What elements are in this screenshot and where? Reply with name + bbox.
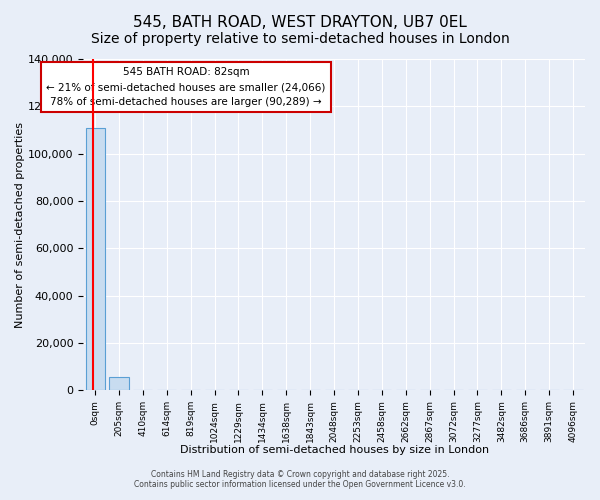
- Bar: [109, 378, 128, 390]
- Y-axis label: Number of semi-detached properties: Number of semi-detached properties: [15, 122, 25, 328]
- X-axis label: Distribution of semi-detached houses by size in London: Distribution of semi-detached houses by …: [179, 445, 488, 455]
- Bar: [86, 128, 104, 390]
- Text: Contains HM Land Registry data © Crown copyright and database right 2025.
Contai: Contains HM Land Registry data © Crown c…: [134, 470, 466, 489]
- Text: 545 BATH ROAD: 82sqm
← 21% of semi-detached houses are smaller (24,066)
78% of s: 545 BATH ROAD: 82sqm ← 21% of semi-detac…: [46, 68, 326, 107]
- Text: Size of property relative to semi-detached houses in London: Size of property relative to semi-detach…: [91, 32, 509, 46]
- Text: 545, BATH ROAD, WEST DRAYTON, UB7 0EL: 545, BATH ROAD, WEST DRAYTON, UB7 0EL: [133, 15, 467, 30]
